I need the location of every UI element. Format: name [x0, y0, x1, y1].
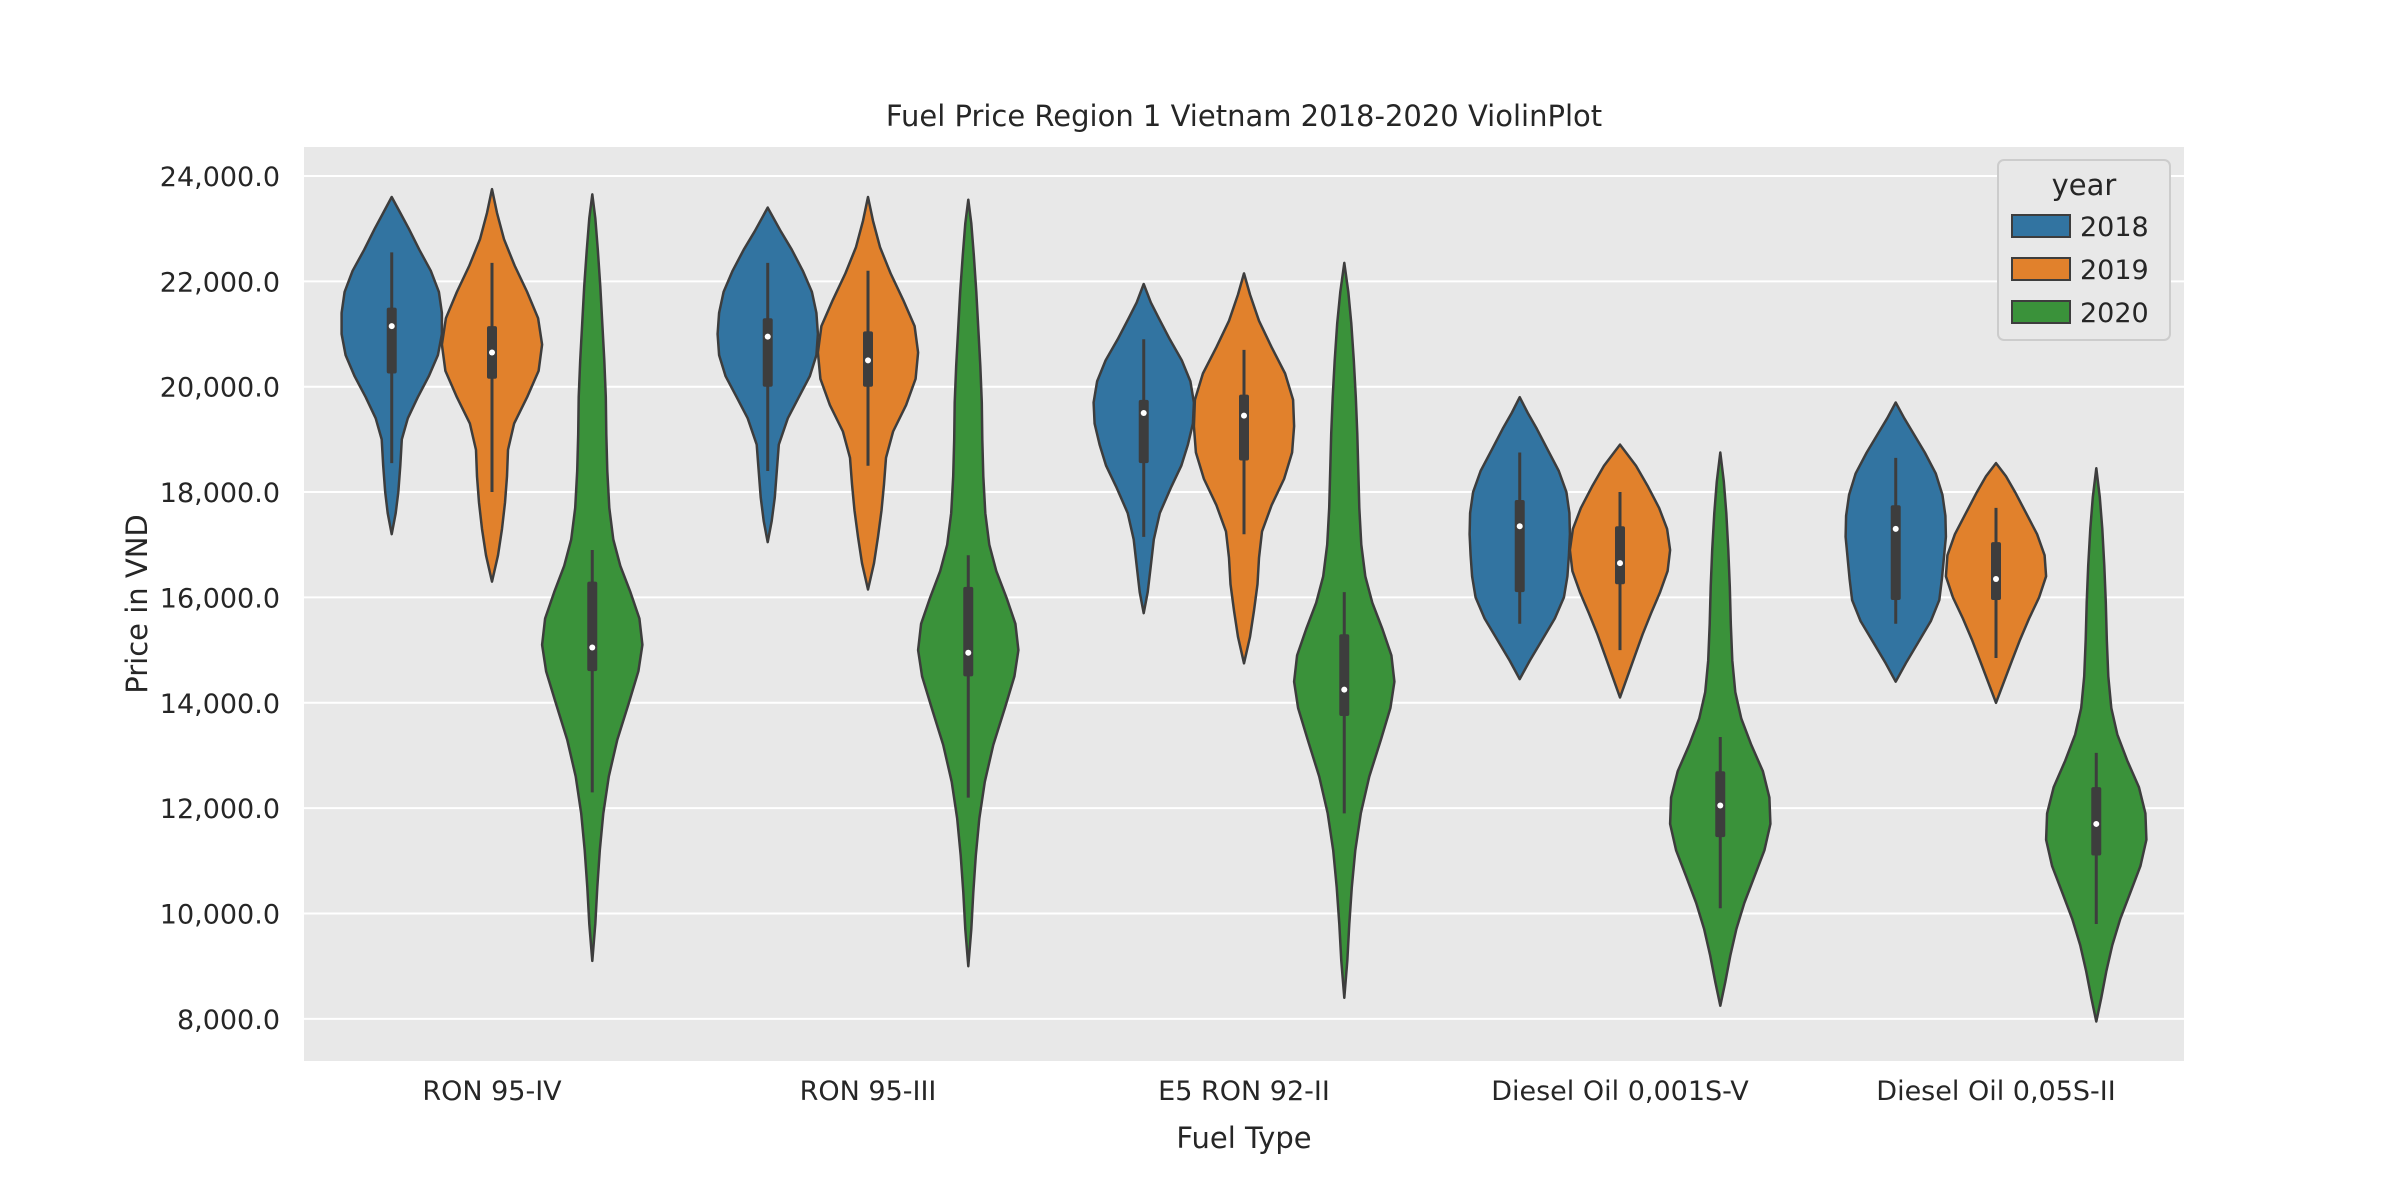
violin-median-point	[1993, 575, 1999, 582]
violin-iqr-box	[1890, 505, 1901, 601]
violin-iqr-box	[1991, 542, 2001, 601]
y-axis-label: Price in VND	[120, 514, 154, 693]
violin-iqr-box	[587, 581, 598, 672]
legend-swatch	[2011, 257, 2071, 281]
violin-iqr-box	[1138, 399, 1149, 464]
y-tick-label: 10,000.0	[160, 899, 280, 930]
legend: year 2018 2019 2020	[1997, 159, 2171, 341]
violin	[716, 206, 820, 544]
y-tick-label: 18,000.0	[160, 478, 280, 509]
violins	[340, 187, 2148, 1023]
violin	[340, 195, 444, 536]
violin-median-point	[388, 323, 395, 330]
violin-median-point	[865, 357, 871, 364]
violin-body	[1668, 451, 1772, 1007]
legend-label: 2019	[2080, 255, 2149, 286]
legend-swatch	[2011, 214, 2071, 238]
y-tick-label: 14,000.0	[160, 689, 280, 720]
violin-median-point	[1341, 686, 1348, 693]
violin-median-point	[1892, 525, 1899, 532]
violin-median-point	[1241, 412, 1247, 419]
violin-median-point	[1140, 410, 1147, 417]
violin	[1292, 261, 1396, 1000]
violin-median-point	[2093, 820, 2100, 827]
violin-body	[2044, 467, 2148, 1023]
x-tick-label: Diesel Oil 0,001S-V	[1491, 1076, 1749, 1107]
legend-swatch	[2011, 300, 2071, 324]
violin-iqr-box	[1239, 394, 1249, 461]
violin	[1944, 461, 2048, 705]
violin	[440, 187, 544, 583]
x-axis-label: Fuel Type	[1176, 1121, 1311, 1155]
y-tick-labels: 8,000.0 10,000.0 12,000.0 14,000.0 16,000.0 1…	[160, 162, 280, 1036]
y-tick-label: 24,000.0	[160, 162, 280, 193]
violin-median-point	[965, 649, 972, 656]
legend-entry: 2019	[2011, 255, 2149, 286]
violin	[2044, 467, 2148, 1023]
y-tick-label: 20,000.0	[160, 373, 280, 404]
x-tick-label: RON 95-III	[800, 1076, 937, 1107]
y-tick-label: 12,000.0	[160, 794, 280, 825]
violin-median-point	[489, 349, 495, 356]
violin	[816, 195, 920, 591]
violin	[916, 198, 1020, 968]
x-tick-label: Diesel Oil 0,05S-II	[1876, 1076, 2115, 1107]
violin-median-point	[1617, 560, 1623, 567]
violin-median-point	[1516, 523, 1523, 530]
x-tick-label: E5 RON 92-II	[1158, 1076, 1330, 1107]
violin-median-point	[1717, 802, 1724, 809]
legend-label: 2020	[2080, 298, 2149, 329]
x-tick-label: RON 95-IV	[422, 1076, 562, 1107]
violin-iqr-box	[1615, 526, 1625, 585]
violin	[540, 193, 644, 963]
violin-median-point	[589, 644, 596, 651]
legend-label: 2018	[2080, 212, 2149, 243]
violin	[1092, 282, 1196, 615]
violin-iqr-box	[386, 307, 397, 374]
legend-entry: 2020	[2011, 298, 2149, 329]
violin	[1668, 451, 1772, 1007]
violin-iqr-box	[1514, 499, 1525, 593]
legend-title: year	[2052, 168, 2117, 202]
legend-frame	[1997, 159, 2171, 341]
violin	[1568, 443, 1672, 699]
violin	[1192, 272, 1296, 665]
y-tick-label: 22,000.0	[160, 267, 280, 298]
violin	[1468, 395, 1572, 681]
legend-entry: 2018	[2011, 212, 2149, 243]
legend-entries: 2018 2019 2020	[2011, 212, 2149, 329]
violin-median-point	[764, 333, 771, 340]
violin-iqr-box	[762, 318, 773, 387]
violin-iqr-box	[1339, 634, 1350, 716]
chart-title: Fuel Price Region 1 Vietnam 2018-2020 Vi…	[886, 99, 1602, 133]
y-tick-label: 8,000.0	[177, 1005, 280, 1036]
y-tick-label: 16,000.0	[160, 583, 280, 614]
violin-iqr-box	[963, 586, 974, 677]
violin	[1844, 401, 1948, 683]
x-tick-labels: RON 95-IV RON 95-III E5 RON 92-II Diesel Oi…	[422, 1076, 2115, 1107]
